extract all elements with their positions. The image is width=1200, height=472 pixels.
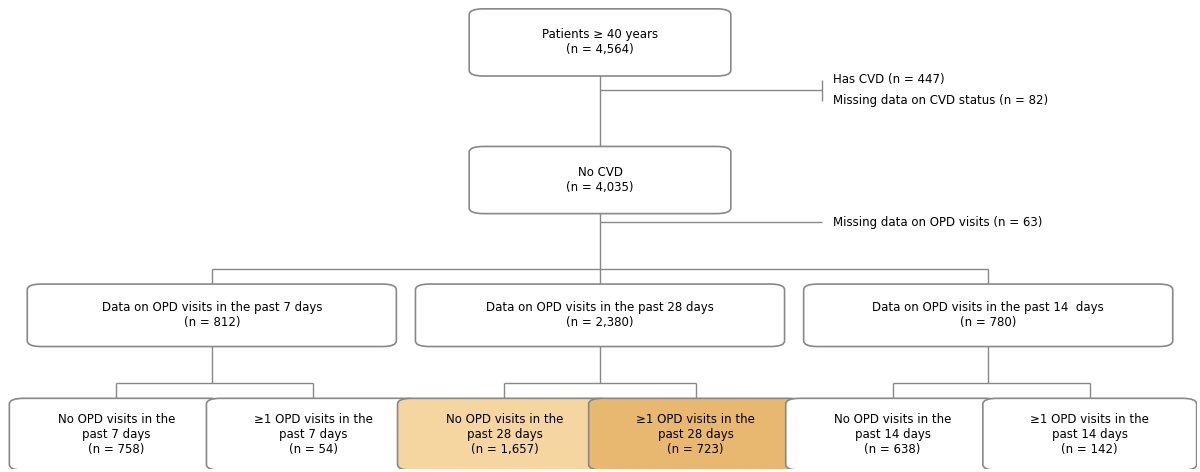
- Text: No OPD visits in the
past 28 days
(n = 1,657): No OPD visits in the past 28 days (n = 1…: [445, 413, 563, 456]
- FancyBboxPatch shape: [469, 146, 731, 214]
- Text: Missing data on CVD status (n = 82): Missing data on CVD status (n = 82): [833, 94, 1048, 107]
- Text: ≥1 OPD visits in the
past 28 days
(n = 723): ≥1 OPD visits in the past 28 days (n = 7…: [636, 413, 755, 456]
- FancyBboxPatch shape: [469, 9, 731, 76]
- Text: Data on OPD visits in the past 7 days
(n = 812): Data on OPD visits in the past 7 days (n…: [102, 301, 322, 329]
- FancyBboxPatch shape: [206, 398, 420, 470]
- FancyBboxPatch shape: [983, 398, 1196, 470]
- Text: Data on OPD visits in the past 28 days
(n = 2,380): Data on OPD visits in the past 28 days (…: [486, 301, 714, 329]
- FancyBboxPatch shape: [397, 398, 611, 470]
- Text: Data on OPD visits in the past 14  days
(n = 780): Data on OPD visits in the past 14 days (…: [872, 301, 1104, 329]
- Text: ≥1 OPD visits in the
past 7 days
(n = 54): ≥1 OPD visits in the past 7 days (n = 54…: [254, 413, 373, 456]
- FancyBboxPatch shape: [786, 398, 1000, 470]
- Text: No OPD visits in the
past 7 days
(n = 758): No OPD visits in the past 7 days (n = 75…: [58, 413, 175, 456]
- FancyBboxPatch shape: [804, 284, 1172, 346]
- Text: Patients ≥ 40 years
(n = 4,564): Patients ≥ 40 years (n = 4,564): [542, 28, 658, 57]
- FancyBboxPatch shape: [589, 398, 803, 470]
- FancyBboxPatch shape: [28, 284, 396, 346]
- Text: Missing data on OPD visits (n = 63): Missing data on OPD visits (n = 63): [833, 216, 1043, 228]
- Text: ≥1 OPD visits in the
past 14 days
(n = 142): ≥1 OPD visits in the past 14 days (n = 1…: [1031, 413, 1150, 456]
- FancyBboxPatch shape: [415, 284, 785, 346]
- FancyBboxPatch shape: [10, 398, 223, 470]
- Text: No OPD visits in the
past 14 days
(n = 638): No OPD visits in the past 14 days (n = 6…: [834, 413, 952, 456]
- Text: Has CVD (n = 447): Has CVD (n = 447): [833, 73, 944, 86]
- Text: No CVD
(n = 4,035): No CVD (n = 4,035): [566, 166, 634, 194]
